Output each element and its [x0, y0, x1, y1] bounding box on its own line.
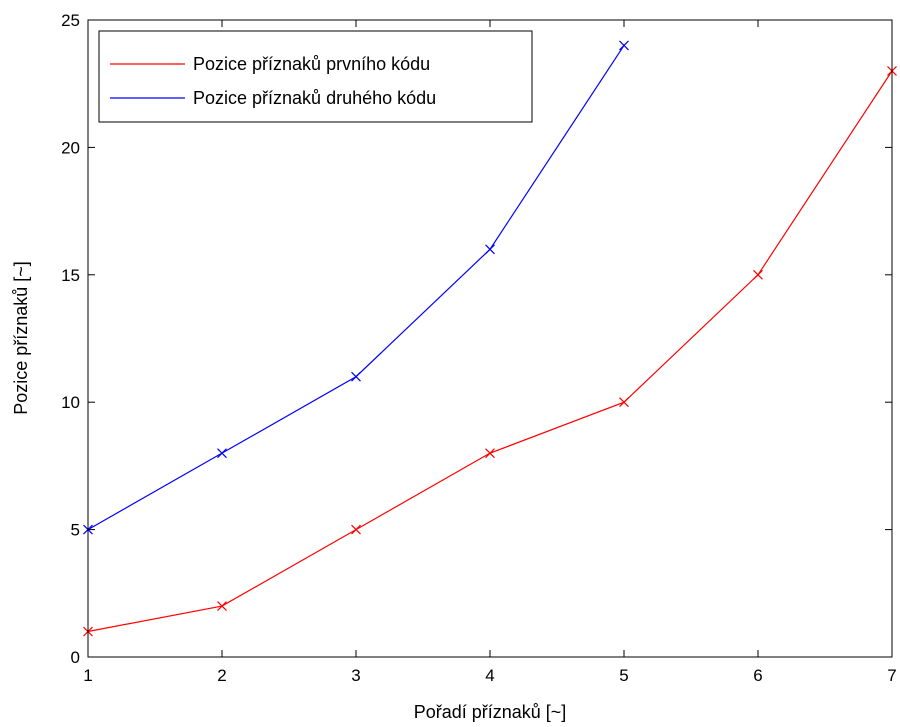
x-tick-label: 2 — [217, 666, 226, 685]
plot-frame — [87, 19, 893, 658]
series-1-point-marker — [753, 269, 763, 280]
series-2-point-marker — [485, 244, 495, 255]
y-tick-label: 25 — [61, 11, 80, 30]
y-axis-label: Pozice příznaků [~] — [11, 261, 31, 415]
x-tick-label: 6 — [753, 666, 762, 685]
legend-box — [98, 30, 533, 123]
series-1-point-marker — [351, 524, 361, 535]
tick-layer: 1 2 3 4 5 6 7 0 5 10 15 20 25 — [61, 11, 897, 685]
x-tick-label: 1 — [83, 666, 92, 685]
series-2-point-marker — [217, 448, 227, 459]
series-2-point-marker — [351, 371, 361, 382]
series-layer — [83, 40, 897, 637]
series-1-point-marker — [217, 601, 227, 611]
y-tick-label: 0 — [71, 648, 80, 667]
plot-background — [88, 20, 892, 657]
series-1-point-marker — [619, 397, 629, 408]
legend-label-series-1: Pozice příznaků prvního kódu — [193, 54, 430, 74]
x-tick-label: 3 — [351, 666, 360, 685]
legend-label-series-2: Pozice příznaků druhého kódu — [193, 88, 436, 108]
y-tick-label: 15 — [61, 266, 80, 285]
series-1-point-marker — [485, 448, 495, 459]
x-tick-label: 7 — [887, 666, 896, 685]
y-tick-label: 20 — [61, 138, 80, 157]
y-tick-label: 10 — [61, 393, 80, 412]
legend: Pozice příznaků prvního kódu Pozice příz… — [98, 30, 533, 123]
y-tick-label: 5 — [71, 521, 80, 540]
x-tick-label: 4 — [485, 666, 494, 685]
series-2-point-marker — [619, 40, 629, 51]
x-axis-label: Pořadí příznaků [~] — [414, 702, 567, 722]
x-tick-label: 5 — [619, 666, 628, 685]
